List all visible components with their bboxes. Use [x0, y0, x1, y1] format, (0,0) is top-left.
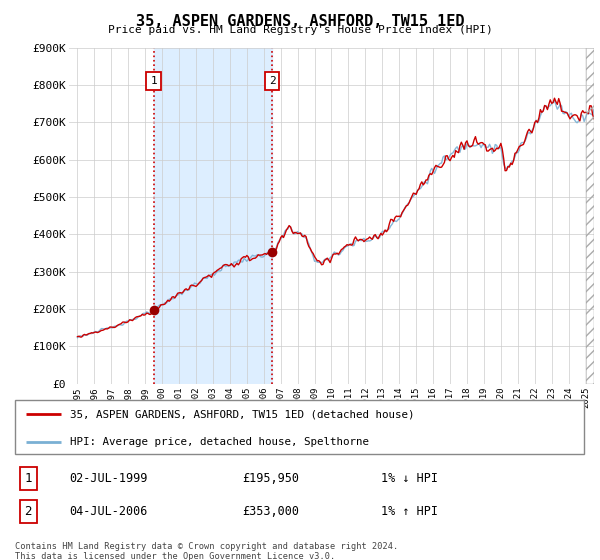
Bar — [154, 48, 272, 384]
Text: HPI: Average price, detached house, Spelthorne: HPI: Average price, detached house, Spel… — [70, 437, 368, 447]
Text: 02-JUL-1999: 02-JUL-1999 — [70, 472, 148, 485]
Text: 35, ASPEN GARDENS, ASHFORD, TW15 1ED: 35, ASPEN GARDENS, ASHFORD, TW15 1ED — [136, 14, 464, 29]
Text: 1% ↓ HPI: 1% ↓ HPI — [380, 472, 437, 485]
Text: 35, ASPEN GARDENS, ASHFORD, TW15 1ED (detached house): 35, ASPEN GARDENS, ASHFORD, TW15 1ED (de… — [70, 409, 414, 419]
Text: 2: 2 — [25, 505, 32, 518]
Text: Contains HM Land Registry data © Crown copyright and database right 2024.
This d: Contains HM Land Registry data © Crown c… — [15, 542, 398, 560]
Text: 1: 1 — [25, 472, 32, 485]
Text: Price paid vs. HM Land Registry's House Price Index (HPI): Price paid vs. HM Land Registry's House … — [107, 25, 493, 35]
Text: 1% ↑ HPI: 1% ↑ HPI — [380, 505, 437, 518]
Text: 04-JUL-2006: 04-JUL-2006 — [70, 505, 148, 518]
FancyBboxPatch shape — [15, 400, 584, 454]
Text: £195,950: £195,950 — [242, 472, 299, 485]
Text: £353,000: £353,000 — [242, 505, 299, 518]
Text: 2: 2 — [269, 76, 275, 86]
Text: 1: 1 — [151, 76, 157, 86]
